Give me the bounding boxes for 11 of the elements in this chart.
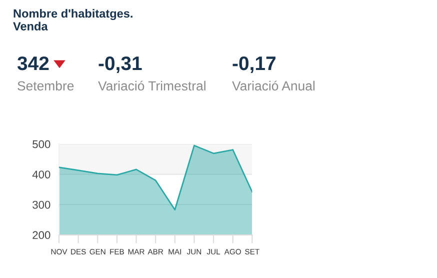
y-tick-label: 400 [32,170,50,178]
chart-title: Nombre d'habitatges. Venda [13,9,132,30]
y-tick-label: 200 [32,231,50,240]
text: 342 [17,56,49,70]
y-tick-label: 300 [32,200,50,209]
y-tick-label: 500 [32,140,50,148]
text: Variació Trimestral [98,80,206,91]
text: Variació Anual [232,80,314,91]
text: -0,31 [98,56,142,74]
text: Setembre [18,80,74,91]
text: -0,17 [232,56,276,74]
